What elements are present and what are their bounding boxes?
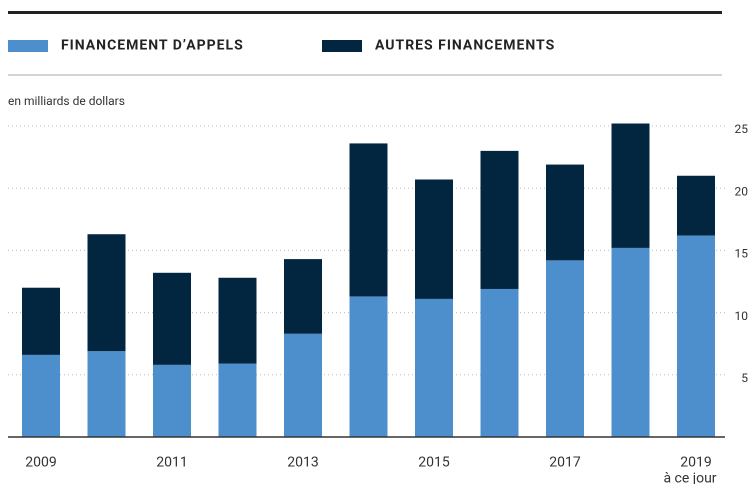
x-tick-label: 2011 (156, 455, 187, 471)
y-tick-label: 15 (735, 247, 749, 261)
bar-segment (546, 260, 584, 437)
bar-segment (677, 235, 715, 437)
bar-segment (153, 272, 191, 365)
bar-segment (415, 298, 453, 437)
top-rule (8, 11, 722, 14)
legend-label: FINANCEMENT D’APPELS (61, 38, 244, 54)
bar-segment (22, 287, 60, 355)
bar-segment (87, 234, 126, 352)
bar-segment (677, 175, 715, 236)
bar-segment (22, 354, 60, 437)
bar-segment (284, 259, 322, 334)
bar-segment (349, 296, 388, 437)
y-tick-label: 10 (735, 309, 749, 323)
legend-label: AUTRES FINANCEMENTS (375, 38, 555, 54)
bar-segment (480, 288, 519, 437)
x-tick-label: 2019 (680, 455, 711, 471)
bar-segment (415, 179, 453, 299)
x-tick-label: 2009 (25, 455, 56, 471)
bar-segment (546, 164, 584, 261)
y-tick-label: 5 (741, 371, 748, 385)
bar-segment (153, 364, 191, 437)
x-tick-label: 2017 (549, 455, 581, 471)
bar-segment (87, 351, 126, 437)
x-tick-note: à ce jour (663, 471, 716, 484)
x-tick-label: 2015 (418, 455, 450, 471)
legend-swatch (322, 40, 362, 52)
bar-segment (611, 247, 650, 437)
bar-segment (218, 277, 257, 364)
y-tick-label: 20 (735, 184, 749, 198)
bar-segment (480, 150, 519, 289)
bar-segment (349, 143, 388, 297)
bar-segment (611, 123, 650, 248)
legend-swatch (8, 40, 48, 52)
y-axis-label: en milliards de dollars (8, 94, 125, 108)
x-tick-label: 2013 (287, 455, 318, 471)
bar-segment (284, 333, 322, 437)
bar-segment (218, 363, 257, 437)
y-tick-label: 25 (735, 122, 749, 136)
